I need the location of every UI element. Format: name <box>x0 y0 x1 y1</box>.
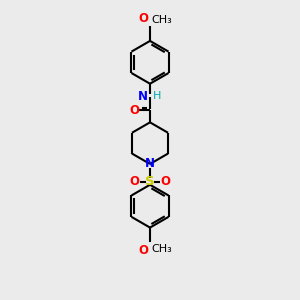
Text: O: O <box>160 175 170 188</box>
Text: N: N <box>145 158 155 170</box>
Text: H: H <box>153 91 161 101</box>
Text: CH₃: CH₃ <box>152 15 172 25</box>
Text: N: N <box>138 90 148 103</box>
Text: S: S <box>145 175 155 188</box>
Text: CH₃: CH₃ <box>152 244 172 254</box>
Text: O: O <box>130 175 140 188</box>
Text: O: O <box>139 244 148 257</box>
Text: O: O <box>139 12 148 25</box>
Text: O: O <box>129 104 139 117</box>
